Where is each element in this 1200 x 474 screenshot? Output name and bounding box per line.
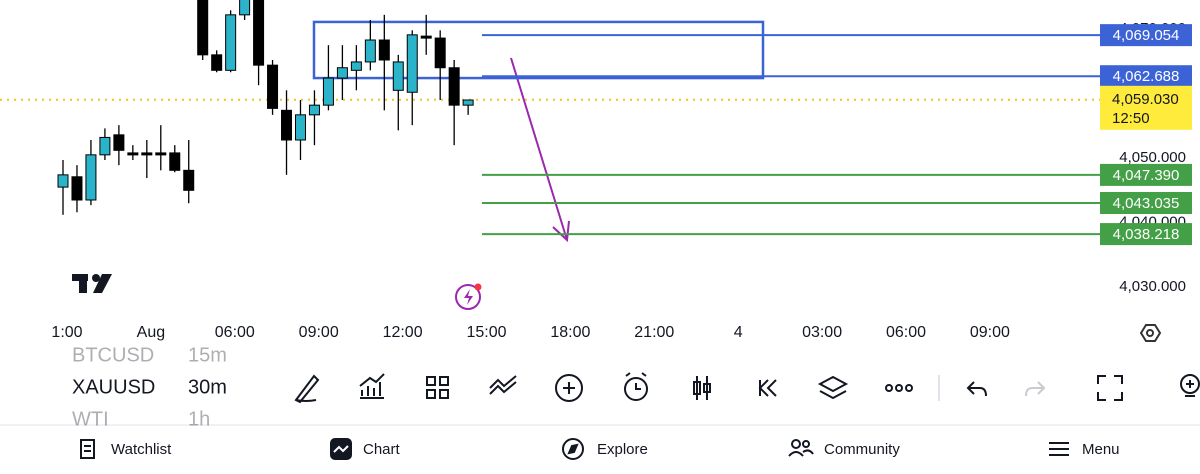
settings-icon[interactable] [1139, 324, 1162, 342]
candle-body [448, 67, 460, 106]
price-tag [1100, 163, 1192, 186]
candle-body [57, 174, 69, 188]
candle-body [183, 169, 195, 191]
candle-body [364, 39, 376, 63]
x-tick-label: 03:00 [802, 324, 842, 341]
x-tick-label: 09:00 [970, 324, 1010, 341]
candle-body [392, 61, 404, 91]
x-tick-label: 15:00 [466, 324, 506, 341]
countdown-label: 12:50 [1112, 110, 1150, 127]
symbol[interactable]: WTI [72, 408, 109, 430]
nav-item[interactable]: Watchlist [111, 441, 172, 458]
candle-body [308, 104, 320, 116]
candle-body [85, 154, 97, 201]
symbol[interactable]: BTCUSD [72, 344, 154, 366]
bolt-icon[interactable] [455, 283, 482, 310]
x-tick-label: 18:00 [550, 324, 590, 341]
x-tick-label: 12:00 [383, 324, 423, 341]
price-tag [1100, 223, 1192, 246]
x-tick-label: Aug [137, 324, 165, 341]
candle-body [99, 136, 111, 156]
nav-item[interactable]: Explore [597, 441, 648, 458]
candle-body [281, 109, 293, 141]
add[interactable] [555, 374, 583, 402]
candle-body [294, 114, 306, 141]
interval[interactable]: 30m [188, 376, 227, 398]
fullscreen[interactable] [1097, 375, 1123, 401]
x-tick-label: 1:00 [51, 324, 82, 341]
candle-body [350, 61, 362, 71]
redo[interactable] [1025, 381, 1046, 397]
candle-body [169, 152, 181, 171]
arrow-drawing [510, 57, 570, 243]
idea[interactable] [1180, 374, 1200, 397]
candle-body [155, 152, 167, 156]
candles [57, 0, 474, 215]
candle-body [336, 67, 348, 79]
candle-body [420, 35, 432, 39]
draw-tool[interactable] [294, 374, 320, 404]
layouts[interactable] [426, 376, 449, 399]
interval[interactable]: 1h [188, 408, 210, 430]
undo[interactable] [966, 381, 987, 397]
price-tag-label: 4,069.054 [1113, 27, 1180, 44]
price-tag [1100, 24, 1192, 47]
x-tick-label: 21:00 [634, 324, 674, 341]
y-tick-label: 4,050.000 [1119, 149, 1186, 166]
indicators[interactable] [359, 373, 385, 399]
y-tick-label: 4,030.000 [1119, 278, 1186, 295]
candle-body [434, 37, 446, 69]
x-tick-label: 06:00 [886, 324, 926, 341]
nav-icons [80, 438, 1069, 460]
toolbar [294, 372, 1200, 404]
alert[interactable] [624, 372, 648, 401]
candle-body [253, 0, 265, 66]
candle-body [239, 0, 251, 16]
x-tick-label: 4 [734, 324, 743, 341]
layers[interactable] [817, 375, 849, 400]
symbol[interactable]: XAUUSD [72, 376, 155, 398]
interval[interactable]: 15m [188, 344, 227, 366]
price-tag-label: 4,062.688 [1113, 68, 1180, 85]
price-tag-label: 4,043.035 [1113, 195, 1180, 212]
price-tag-label: 4,038.218 [1113, 226, 1180, 243]
candle-body [141, 152, 153, 156]
candle-body [71, 176, 83, 201]
candle-body [197, 0, 209, 56]
zone-rect [312, 20, 765, 80]
last-price-tag [1100, 85, 1192, 130]
more[interactable] [885, 384, 913, 392]
compare[interactable] [489, 375, 517, 395]
candle-body [113, 134, 125, 151]
candle-body [211, 54, 223, 71]
nav-item[interactable]: Community [824, 441, 900, 458]
replay[interactable] [758, 379, 777, 397]
x-tick-label: 09:00 [299, 324, 339, 341]
candle-body [267, 64, 279, 109]
last-price-label: 4,059.030 [1112, 91, 1179, 108]
candle-body [462, 99, 474, 106]
price-tag [1100, 65, 1192, 88]
candle-body [127, 152, 139, 156]
price-tag-label: 4,047.390 [1113, 167, 1180, 184]
candle-body [378, 39, 390, 61]
nav-item[interactable]: Chart [363, 441, 401, 458]
candle-body [322, 77, 334, 106]
nav-item[interactable]: Menu [1082, 441, 1120, 458]
x-tick-label: 06:00 [215, 324, 255, 341]
candle-body [406, 34, 418, 93]
candle-body [225, 14, 237, 71]
chart-type[interactable] [693, 376, 711, 400]
tv-logo [72, 274, 112, 293]
price-tag [1100, 192, 1192, 214]
